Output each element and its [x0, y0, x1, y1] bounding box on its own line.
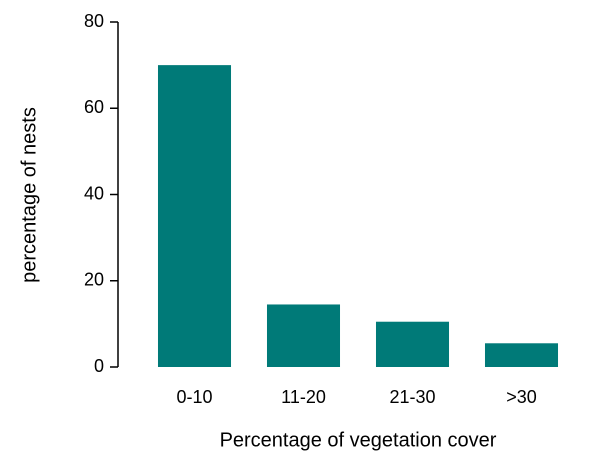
- y-tick-label: 80: [84, 11, 104, 31]
- x-tick-label: 0-10: [176, 387, 212, 407]
- x-tick-label: >30: [506, 387, 537, 407]
- x-axis-title: Percentage of vegetation cover: [220, 429, 497, 451]
- y-tick-label: 40: [84, 183, 104, 203]
- x-tick-label: 11-20: [281, 387, 326, 407]
- x-tick-label: 21-30: [389, 387, 435, 407]
- bar: [157, 65, 232, 367]
- y-tick-label: 20: [84, 270, 104, 290]
- y-tick-label: 60: [84, 97, 104, 117]
- y-axis-title: percentage of nests: [18, 107, 40, 283]
- bar: [266, 304, 341, 367]
- bar: [375, 321, 450, 367]
- y-tick-label: 0: [94, 356, 104, 376]
- bar: [484, 343, 559, 367]
